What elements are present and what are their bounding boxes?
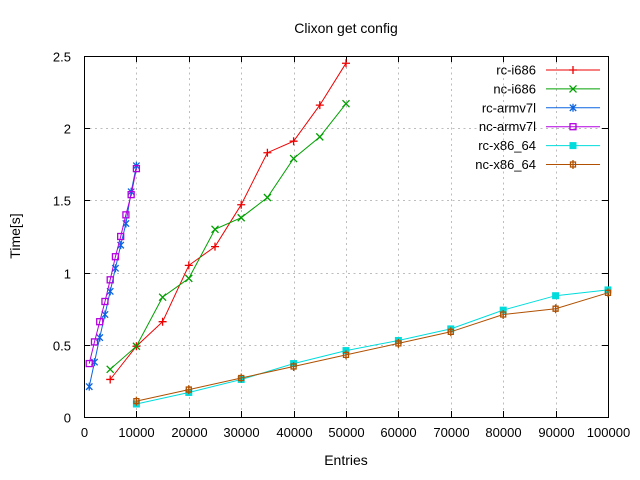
nc-i686-line [109, 103, 347, 370]
nc-i686-marker [184, 274, 193, 283]
series-rc-x86_64 [132, 286, 612, 408]
nc-i686-marker [263, 193, 272, 202]
rc-i686-marker [315, 101, 324, 110]
legend-label: rc-i686 [496, 63, 536, 78]
series-nc-armv7l [85, 164, 141, 368]
x-tick-label: 90000 [538, 425, 574, 440]
series-nc-i686 [106, 99, 350, 374]
nc-i686-marker [106, 365, 115, 374]
nc-armv7l-marker [90, 338, 99, 346]
chart-title: Clixon get config [294, 20, 398, 36]
x-tick-label: 70000 [433, 425, 469, 440]
legend-entry-nc-i686: nc-i686 [493, 81, 600, 96]
nc-x86_64-marker [185, 385, 192, 395]
rc-i686-marker [289, 137, 298, 146]
nc-x86_64-marker [569, 160, 577, 169]
x-tick-label: 80000 [485, 425, 521, 440]
nc-armv7l-marker [127, 190, 135, 199]
nc-i686-marker [315, 132, 324, 141]
legend-entry-rc-armv7l: rc-armv7l [482, 100, 600, 115]
x-tick-label: 60000 [380, 425, 416, 440]
rc-armv7l-marker [85, 382, 93, 391]
rc-i686-marker [342, 59, 350, 68]
legend-entry-rc-x86_64: rc-x86_64 [478, 138, 600, 153]
nc-armv7l-marker [85, 359, 93, 368]
x-tick-label: 30000 [223, 425, 259, 440]
rc-x86_64-marker [569, 142, 577, 150]
rc-x86_64-line [136, 289, 609, 405]
rc-i686-marker [263, 148, 272, 157]
nc-x86_64-marker [342, 350, 350, 360]
rc-i686-marker [237, 200, 246, 209]
rc-x86_64-marker [552, 292, 560, 300]
x-axis-label: Entries [324, 452, 368, 468]
rc-i686-marker [158, 317, 167, 326]
y-tick-label: 1.5 [53, 194, 71, 209]
legend-label: nc-i686 [493, 81, 536, 96]
x-tick-label: 20000 [171, 425, 207, 440]
rc-i686-marker [569, 66, 577, 74]
nc-x86_64-marker [604, 288, 612, 298]
nc-armv7l-marker [122, 211, 130, 219]
nc-armv7l-marker [132, 164, 141, 173]
y-tick-label: 0.5 [53, 339, 71, 354]
legend: rc-i686 nc-i686 rc-armv7l nc-armv7l rc-x86_6… [475, 63, 600, 172]
nc-armv7l-marker [96, 318, 104, 326]
x-tick-label: 0 [81, 425, 88, 440]
x-tick-label: 10000 [118, 425, 154, 440]
y-tick-label: 2 [64, 122, 71, 137]
nc-i686-marker [342, 99, 350, 108]
plot-border: 0 10000 20000 30000 40000 50000 60000 70000 8000… [53, 50, 630, 441]
legend-label: rc-x86_64 [478, 138, 536, 153]
y-tick-label: 1 [64, 267, 71, 282]
legend-entry-rc-i686: rc-i686 [496, 63, 600, 78]
nc-armv7l-marker [117, 232, 125, 241]
nc-x86_64-line [136, 292, 609, 402]
y-tick-label: 2.5 [53, 50, 71, 65]
x-tick-label: 100000 [587, 425, 630, 440]
nc-armv7l-marker [101, 297, 109, 306]
legend-label: nc-armv7l [479, 119, 536, 134]
nc-i686-marker [158, 293, 167, 302]
rc-i686-marker [106, 375, 115, 384]
nc-x86_64-marker [395, 338, 402, 348]
rc-armv7l-marker [569, 103, 577, 112]
rc-i686-marker [184, 261, 193, 270]
rc-armv7l-marker [101, 310, 109, 319]
nc-x86_64-marker [447, 327, 454, 337]
legend-entry-nc-x86_64: nc-x86_64 [475, 157, 600, 172]
nc-i686-marker [211, 225, 219, 234]
nc-x86_64-marker [133, 396, 140, 406]
nc-armv7l-line [88, 168, 137, 364]
rc-i686-marker [211, 242, 219, 251]
nc-i686-marker [237, 213, 246, 222]
series-nc-x86_64 [133, 288, 612, 406]
data-series [85, 59, 612, 408]
y-tick-label: 0 [64, 411, 71, 426]
legend-entry-nc-armv7l: nc-armv7l [479, 119, 600, 134]
nc-x86_64-marker [552, 304, 559, 314]
legend-label: rc-armv7l [482, 100, 536, 115]
nc-x86_64-marker [500, 309, 507, 319]
nc-armv7l-marker [111, 253, 120, 261]
x-tick-label: 50000 [328, 425, 364, 440]
nc-armv7l-marker [106, 276, 114, 284]
nc-x86_64-marker [290, 361, 297, 371]
y-axis-label: Time[s] [7, 213, 23, 258]
nc-x86_64-marker [238, 373, 245, 383]
x-tick-label: 40000 [276, 425, 312, 440]
nc-i686-marker [569, 84, 577, 93]
rc-i686-line [109, 62, 347, 380]
nc-armv7l-marker [569, 123, 577, 131]
nc-i686-marker [289, 154, 298, 163]
nc-i686-marker [132, 342, 141, 351]
legend-label: nc-x86_64 [475, 157, 536, 172]
